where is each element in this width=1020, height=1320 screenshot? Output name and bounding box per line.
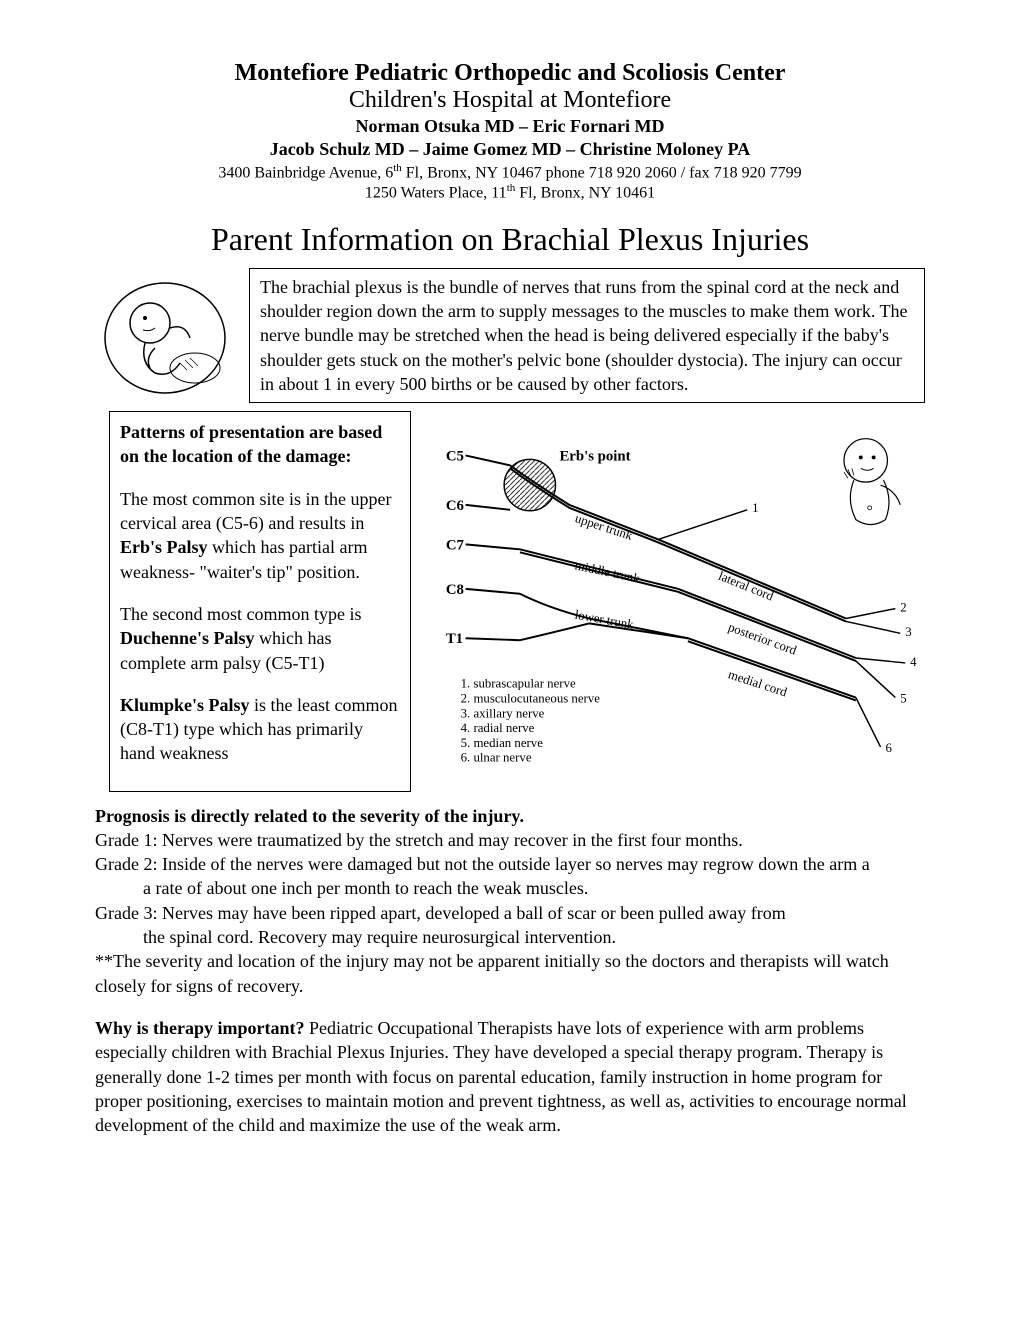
svg-text:C7: C7 (446, 537, 465, 553)
prognosis-section: Prognosis is directly related to the sev… (95, 804, 925, 998)
intro-row: The brachial plexus is the bundle of ner… (95, 268, 925, 403)
svg-text:C5: C5 (446, 449, 464, 465)
svg-text:medial cord: medial cord (726, 667, 789, 699)
svg-text:1: 1 (752, 501, 758, 515)
prognosis-note: **The severity and location of the injur… (95, 949, 925, 998)
grade-2a: Grade 2: Inside of the nerves were damag… (95, 852, 925, 876)
therapy-heading: Why is therapy important? (95, 1018, 305, 1038)
patterns-row: Patterns of presentation are based on th… (95, 411, 925, 791)
grade-2b: a rate of about one inch per month to re… (95, 876, 925, 900)
patterns-box: Patterns of presentation are based on th… (109, 411, 411, 791)
therapy-section: Why is therapy important? Pediatric Occu… (95, 1016, 925, 1137)
svg-text:4: 4 (910, 655, 917, 669)
svg-text:C6: C6 (446, 498, 464, 514)
grade-3b: the spinal cord. Recovery may require ne… (95, 925, 925, 949)
svg-text:3. axillary nerve: 3. axillary nerve (461, 706, 545, 720)
erbs-palsy-text: The most common site is in the upper cer… (120, 487, 400, 584)
svg-text:6. ulnar nerve: 6. ulnar nerve (461, 751, 532, 765)
svg-text:Erb's point: Erb's point (559, 449, 630, 465)
intro-text: The brachial plexus is the bundle of ner… (249, 268, 925, 403)
page-title: Parent Information on Brachial Plexus In… (95, 221, 925, 258)
svg-text:lower trunk: lower trunk (574, 608, 636, 632)
org-subtitle: Children's Hospital at Montefiore (95, 87, 925, 114)
svg-text:6: 6 (885, 741, 892, 755)
address-2: 1250 Waters Place, 11th Fl, Bronx, NY 10… (95, 182, 925, 202)
svg-text:5. median nerve: 5. median nerve (461, 736, 544, 750)
plexus-diagram: C5 C6 C7 C8 T1 Erb's point upper trunk (431, 411, 925, 791)
svg-text:T1: T1 (446, 631, 463, 647)
grade-1: Grade 1: Nerves were traumatized by the … (95, 828, 925, 852)
org-title: Montefiore Pediatric Orthopedic and Scol… (95, 60, 925, 87)
duchennes-palsy-text: The second most common type is Duchenne'… (120, 602, 400, 675)
doctors-line-2: Jacob Schulz MD – Jaime Gomez MD – Chris… (95, 139, 925, 160)
grade-3a: Grade 3: Nerves may have been ripped apa… (95, 901, 925, 925)
svg-text:3: 3 (905, 625, 911, 639)
letterhead: Montefiore Pediatric Orthopedic and Scol… (95, 60, 925, 203)
klumpkes-palsy-text: Klumpke's Palsy is the least common (C8-… (120, 693, 400, 766)
svg-text:middle trunk: middle trunk (574, 558, 642, 586)
svg-text:lateral cord: lateral cord (716, 569, 776, 604)
doctors-line-1: Norman Otsuka MD – Eric Fornari MD (95, 116, 925, 137)
svg-text:4. radial nerve: 4. radial nerve (461, 721, 535, 735)
svg-text:C8: C8 (446, 582, 464, 598)
svg-text:2. musculocutaneous nerve: 2. musculocutaneous nerve (461, 692, 601, 706)
prognosis-heading: Prognosis is directly related to the sev… (95, 806, 524, 826)
patterns-heading: Patterns of presentation are based on th… (120, 422, 382, 466)
svg-text:upper trunk: upper trunk (573, 511, 634, 543)
address-1: 3400 Bainbridge Avenue, 6th Fl, Bronx, N… (95, 162, 925, 182)
svg-text:1. subrascapular nerve: 1. subrascapular nerve (461, 677, 576, 691)
svg-text:2: 2 (900, 601, 906, 615)
svg-text:5: 5 (900, 692, 906, 706)
birth-illustration (95, 268, 235, 398)
